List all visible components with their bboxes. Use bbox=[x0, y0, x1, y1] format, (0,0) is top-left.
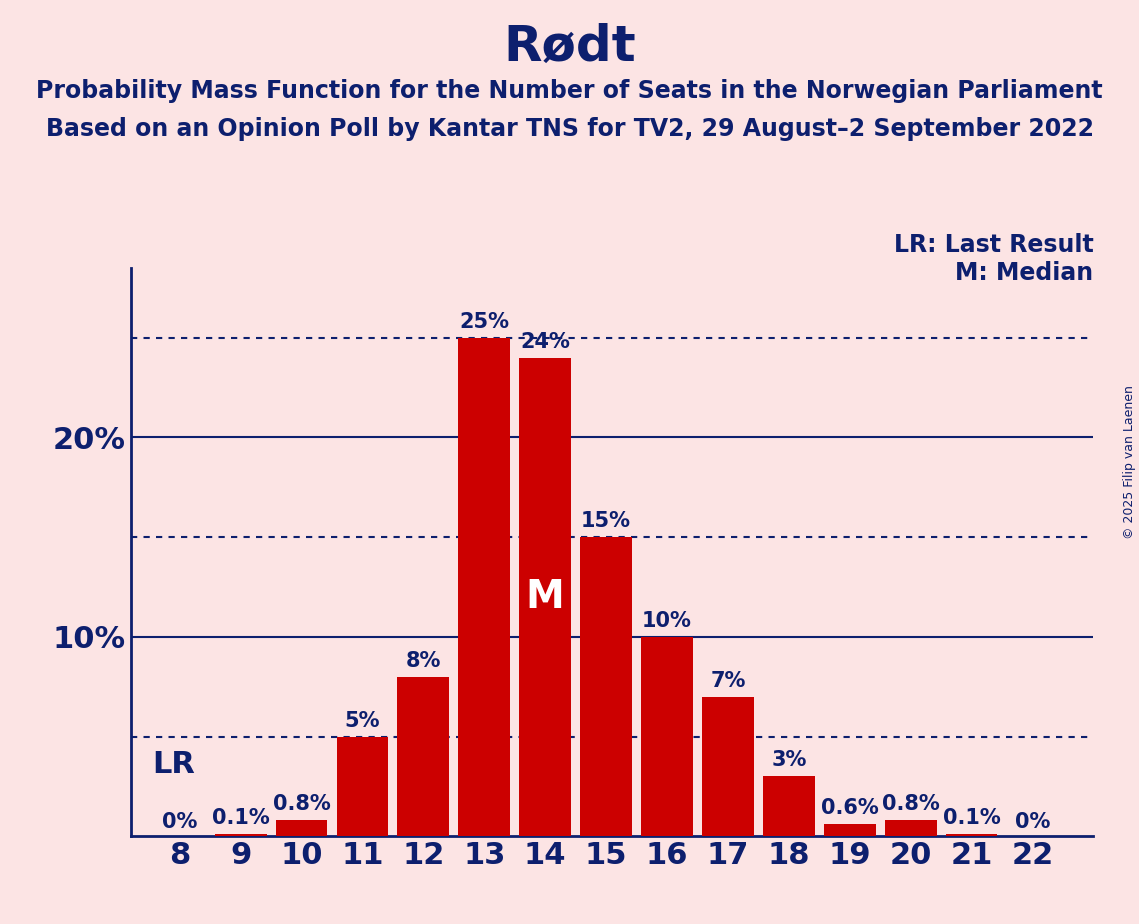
Bar bbox=[215, 834, 267, 836]
Text: 24%: 24% bbox=[521, 332, 571, 352]
Bar bbox=[336, 736, 388, 836]
Text: Probability Mass Function for the Number of Seats in the Norwegian Parliament: Probability Mass Function for the Number… bbox=[36, 79, 1103, 103]
Bar bbox=[823, 824, 876, 836]
Text: 0.8%: 0.8% bbox=[272, 795, 330, 814]
Bar bbox=[519, 358, 571, 836]
Bar bbox=[702, 697, 754, 836]
Bar bbox=[580, 537, 632, 836]
Bar bbox=[276, 821, 327, 836]
Text: LR: LR bbox=[153, 750, 195, 780]
Text: M: Median: M: Median bbox=[956, 261, 1093, 285]
Text: LR: Last Result: LR: Last Result bbox=[894, 233, 1093, 257]
Bar bbox=[398, 676, 449, 836]
Text: © 2025 Filip van Laenen: © 2025 Filip van Laenen bbox=[1123, 385, 1137, 539]
Text: 8%: 8% bbox=[405, 650, 441, 671]
Text: 10%: 10% bbox=[642, 611, 693, 631]
Text: 0%: 0% bbox=[162, 812, 197, 833]
Bar bbox=[458, 338, 510, 836]
Text: Rødt: Rødt bbox=[503, 23, 636, 71]
Bar bbox=[945, 834, 998, 836]
Bar bbox=[763, 776, 814, 836]
Text: 0.8%: 0.8% bbox=[882, 795, 940, 814]
Text: 0%: 0% bbox=[1015, 812, 1050, 833]
Text: 25%: 25% bbox=[459, 311, 509, 332]
Text: 15%: 15% bbox=[581, 511, 631, 531]
Text: 3%: 3% bbox=[771, 750, 806, 771]
Text: 0.1%: 0.1% bbox=[943, 808, 1000, 828]
Text: Based on an Opinion Poll by Kantar TNS for TV2, 29 August–2 September 2022: Based on an Opinion Poll by Kantar TNS f… bbox=[46, 117, 1093, 141]
Text: 7%: 7% bbox=[711, 671, 746, 690]
Bar bbox=[641, 637, 693, 836]
Text: 0.1%: 0.1% bbox=[212, 808, 270, 828]
Text: 0.6%: 0.6% bbox=[821, 798, 878, 819]
Text: 5%: 5% bbox=[345, 711, 380, 731]
Text: M: M bbox=[526, 578, 565, 616]
Bar bbox=[885, 821, 936, 836]
